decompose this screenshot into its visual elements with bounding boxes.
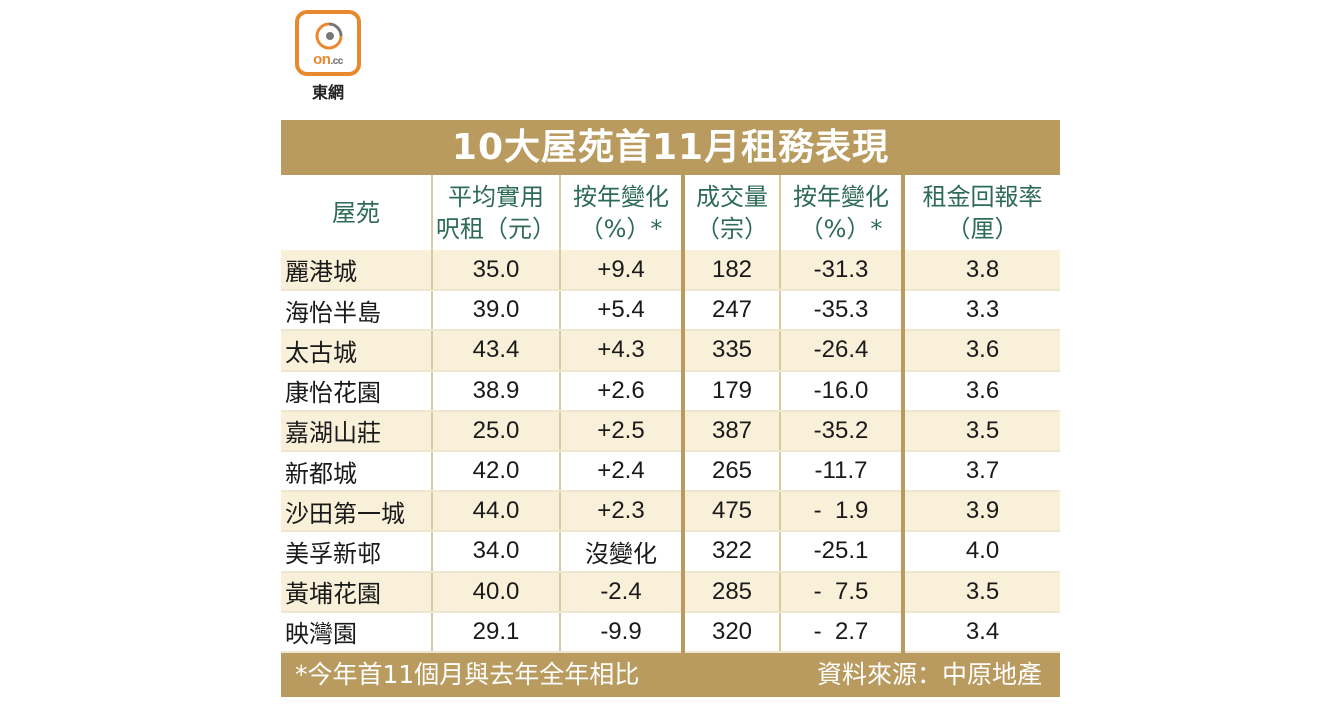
- cell-volume: 387: [681, 410, 780, 452]
- cell-volume: 322: [681, 531, 780, 573]
- table-footer: *今年首11個月與去年全年相比 資料來源：中原地產: [281, 652, 1060, 697]
- cell-volume-yoy: - 2.7: [779, 611, 903, 653]
- cell-volume-yoy: -35.3: [779, 290, 903, 332]
- logo-text: on.cc: [299, 51, 357, 68]
- cell-volume-yoy: -16.0: [779, 370, 903, 412]
- cell-rent: 25.0: [431, 410, 560, 452]
- cell-estate: 新都城: [281, 450, 432, 493]
- footnote: *今年首11個月與去年全年相比: [295, 659, 640, 689]
- cell-rent-yoy: +2.5: [559, 410, 683, 452]
- cell-rent: 43.4: [431, 330, 560, 372]
- cell-volume-yoy: -11.7: [779, 450, 903, 493]
- cell-rent-yoy: 沒變化: [559, 531, 683, 573]
- cell-yield: 3.4: [901, 611, 1060, 653]
- cell-yield: 4.0: [901, 531, 1060, 573]
- cell-yield: 3.5: [901, 410, 1060, 452]
- cell-rent-yoy: +9.4: [559, 250, 683, 292]
- cell-rent-yoy: -9.9: [559, 611, 683, 653]
- cell-yield: 3.3: [901, 290, 1060, 332]
- cell-rent: 35.0: [431, 250, 560, 292]
- cell-rent: 42.0: [431, 450, 560, 493]
- cell-volume: 182: [681, 250, 780, 292]
- cell-volume: 265: [681, 450, 780, 493]
- cell-yield: 3.5: [901, 571, 1060, 613]
- cell-volume: 475: [681, 491, 780, 533]
- cell-volume: 320: [681, 611, 780, 653]
- table-row: 黃埔花園 40.0 -2.4 285 - 7.5 3.5: [281, 571, 1060, 613]
- cell-rent: 38.9: [431, 370, 560, 412]
- cell-estate: 黃埔花園: [281, 571, 432, 613]
- cell-rent-yoy: +4.3: [559, 330, 683, 372]
- table-row: 映灣園 29.1 -9.9 320 - 2.7 3.4: [281, 611, 1060, 653]
- cell-yield: 3.9: [901, 491, 1060, 533]
- cell-rent: 44.0: [431, 491, 560, 533]
- table-row: 麗港城 35.0 +9.4 182 -31.3 3.8: [281, 250, 1060, 292]
- cell-rent: 39.0: [431, 290, 560, 332]
- logo-brand: on: [313, 51, 331, 68]
- header-volume-yoy: 按年變化 （%）*: [779, 175, 903, 250]
- data-source: 資料來源：中原地產: [816, 659, 1042, 689]
- cell-rent-yoy: +2.6: [559, 370, 683, 412]
- cell-volume: 285: [681, 571, 780, 613]
- cell-estate: 海怡半島: [281, 290, 432, 332]
- cell-yield: 3.7: [901, 450, 1060, 493]
- header-volume: 成交量 （宗）: [681, 175, 780, 250]
- cell-volume-yoy: - 1.9: [779, 491, 903, 533]
- cell-rent: 29.1: [431, 611, 560, 653]
- cell-estate: 美孚新邨: [281, 531, 432, 573]
- rental-table: 屋苑 平均實用 呎租（元） 按年變化 （%）* 成交量 （宗） 按年變化 （%）* 租金…: [281, 175, 1060, 653]
- cell-volume: 247: [681, 290, 780, 332]
- header-estate: 屋苑: [281, 175, 432, 250]
- logo-box: on.cc: [295, 10, 361, 76]
- cell-rent-yoy: +2.4: [559, 450, 683, 493]
- cell-volume-yoy: -25.1: [779, 531, 903, 573]
- cell-yield: 3.6: [901, 370, 1060, 412]
- cell-rent: 34.0: [431, 531, 560, 573]
- table-row: 嘉湖山莊 25.0 +2.5 387 -35.2 3.5: [281, 410, 1060, 452]
- cell-volume: 335: [681, 330, 780, 372]
- oncc-logo: on.cc 東網: [295, 10, 361, 103]
- logo-ring-icon: [315, 22, 343, 50]
- rental-table-graphic: 10大屋苑首11月租務表現 屋苑 平均實用 呎租（元） 按年變化 （%）* 成交量（…: [281, 120, 1060, 697]
- table-row: 太古城 43.4 +4.3 335 -26.4 3.6: [281, 330, 1060, 372]
- table-title: 10大屋苑首11月租務表現: [281, 120, 1060, 175]
- cell-estate: 麗港城: [281, 250, 432, 292]
- header-avg-rent: 平均實用 呎租（元）: [431, 175, 560, 250]
- cell-volume-yoy: -31.3: [779, 250, 903, 292]
- table-row: 美孚新邨 34.0 沒變化 322 -25.1 4.0: [281, 531, 1060, 573]
- cell-rent: 40.0: [431, 571, 560, 613]
- cell-rent-yoy: +5.4: [559, 290, 683, 332]
- table-row: 沙田第一城 44.0 +2.3 475 - 1.9 3.9: [281, 491, 1060, 533]
- logo-caption: 東網: [311, 83, 344, 102]
- cell-yield: 3.8: [901, 250, 1060, 292]
- table-row: 康怡花園 38.9 +2.6 179 -16.0 3.6: [281, 370, 1060, 412]
- table-row: 新都城 42.0 +2.4 265 -11.7 3.7: [281, 450, 1060, 493]
- cell-estate: 沙田第一城: [281, 491, 432, 533]
- cell-volume: 179: [681, 370, 780, 412]
- cell-estate: 康怡花園: [281, 370, 432, 412]
- cell-volume-yoy: -26.4: [779, 330, 903, 372]
- header-yield: 租金回報率 （厘）: [901, 175, 1060, 250]
- cell-volume-yoy: - 7.5: [779, 571, 903, 613]
- cell-volume-yoy: -35.2: [779, 410, 903, 452]
- cell-yield: 3.6: [901, 330, 1060, 372]
- header-rent-yoy: 按年變化 （%）*: [559, 175, 683, 250]
- logo-brand-suffix: .cc: [330, 56, 343, 67]
- cell-rent-yoy: +2.3: [559, 491, 683, 533]
- cell-estate: 映灣園: [281, 611, 432, 653]
- cell-rent-yoy: -2.4: [559, 571, 683, 613]
- header-row: 屋苑 平均實用 呎租（元） 按年變化 （%）* 成交量 （宗） 按年變化 （%）* 租金…: [281, 175, 1060, 250]
- cell-estate: 嘉湖山莊: [281, 410, 432, 452]
- table-row: 海怡半島 39.0 +5.4 247 -35.3 3.3: [281, 290, 1060, 332]
- cell-estate: 太古城: [281, 330, 432, 372]
